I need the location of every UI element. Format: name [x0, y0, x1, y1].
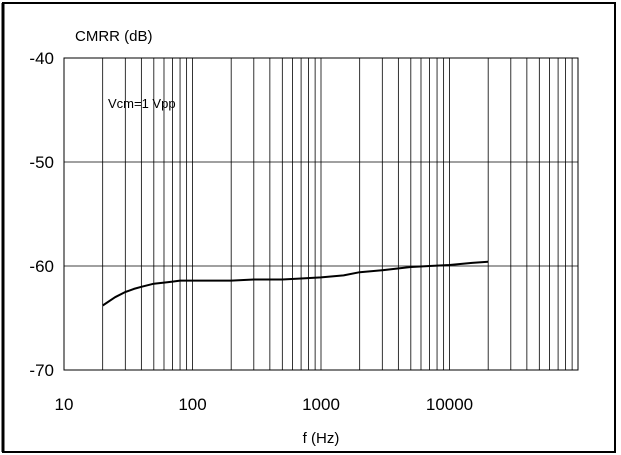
x-axis-label: f (Hz) — [303, 430, 340, 447]
y-tick-label: -40 — [29, 49, 54, 68]
series-layer — [102, 260, 489, 307]
x-tick-label: 10 — [55, 395, 74, 414]
y-tick-label: -70 — [29, 361, 54, 380]
x-tick-label: 1000 — [302, 395, 340, 414]
x-tick-label: 100 — [178, 395, 206, 414]
annotation-vcm: Vcm=1 Vpp — [108, 96, 176, 111]
y-axis-label: CMRR (dB) — [75, 28, 153, 45]
x-tick-label: 10000 — [426, 395, 473, 414]
tick-labels: 10 100 1000 10000 -40 -50 -60 -70 — [29, 49, 473, 414]
grid-lines — [64, 58, 578, 370]
cmrr-series-line — [102, 260, 489, 307]
y-tick-label: -60 — [29, 257, 54, 276]
y-tick-label: -50 — [29, 153, 54, 172]
plot-area — [63, 57, 579, 371]
